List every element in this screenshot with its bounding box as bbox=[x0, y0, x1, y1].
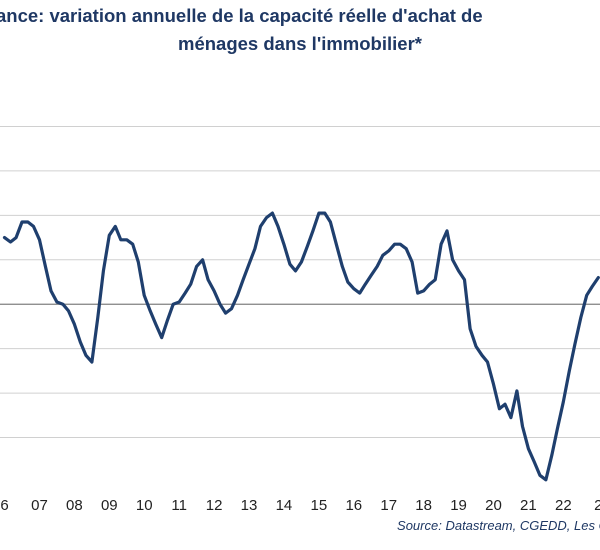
x-tick-label: 19 bbox=[450, 497, 467, 514]
x-tick-label: 22 bbox=[555, 497, 572, 514]
series-line-0 bbox=[2, 211, 600, 482]
x-tick-label: 6 bbox=[0, 497, 8, 514]
chart-title-line-2: ménages dans l'immobilier* bbox=[178, 33, 422, 54]
x-tick-label: 09 bbox=[101, 497, 118, 514]
x-tick-label: 17 bbox=[380, 497, 397, 514]
x-tick-label: 10 bbox=[136, 497, 153, 514]
x-tick-label: 11 bbox=[171, 497, 187, 514]
x-axis-ticks: 6 07 08 09 10 11 12 13 14 15 16 17 18 19 20 21 22 2 bbox=[0, 497, 600, 514]
x-tick-label: 12 bbox=[206, 497, 223, 514]
x-tick-label: 20 bbox=[485, 497, 502, 514]
x-tick-label: 16 bbox=[345, 497, 362, 514]
x-tick-label: 08 bbox=[66, 497, 83, 514]
x-tick-label: 13 bbox=[241, 497, 258, 514]
series-layer bbox=[2, 211, 600, 482]
x-tick-label: 2 bbox=[594, 497, 600, 514]
x-tick-label: 15 bbox=[311, 497, 328, 514]
chart-title-line-1: ance: variation annuelle de la capacité … bbox=[0, 5, 483, 26]
gridlines bbox=[0, 125, 600, 439]
chart-source: Source: Datastream, CGEDD, Les C bbox=[397, 518, 600, 533]
x-tick-label: 21 bbox=[520, 497, 537, 514]
x-tick-label: 14 bbox=[276, 497, 293, 514]
x-tick-label: 07 bbox=[31, 497, 48, 514]
x-tick-label: 18 bbox=[415, 497, 432, 514]
